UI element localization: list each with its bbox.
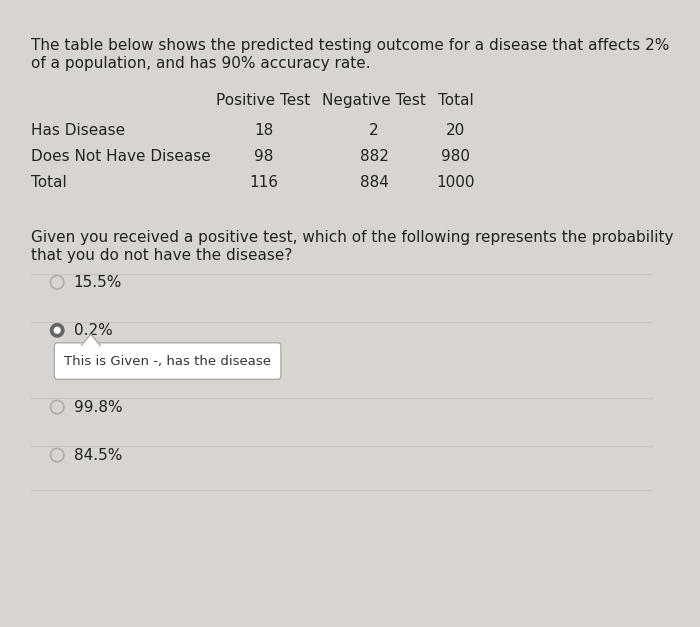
Polygon shape [81, 334, 100, 345]
Text: 18: 18 [254, 123, 273, 138]
FancyBboxPatch shape [55, 343, 281, 379]
Text: Total: Total [438, 93, 473, 108]
Text: Negative Test: Negative Test [322, 93, 426, 108]
Polygon shape [82, 345, 99, 347]
Text: 98: 98 [254, 149, 273, 164]
Text: Does Not Have Disease: Does Not Have Disease [32, 149, 211, 164]
Text: that you do not have the disease?: that you do not have the disease? [32, 248, 293, 263]
Text: 0.2%: 0.2% [74, 323, 112, 338]
Text: 15.5%: 15.5% [74, 275, 122, 290]
Circle shape [55, 327, 60, 333]
Text: 980: 980 [441, 149, 470, 164]
Text: The table below shows the predicted testing outcome for a disease that affects 2: The table below shows the predicted test… [32, 38, 670, 53]
Text: 884: 884 [360, 175, 389, 190]
Text: 116: 116 [249, 175, 278, 190]
Text: This is Given -, has the disease: This is Given -, has the disease [64, 354, 271, 367]
Text: Positive Test: Positive Test [216, 93, 311, 108]
Text: 1000: 1000 [436, 175, 475, 190]
Text: 99.8%: 99.8% [74, 399, 122, 414]
Text: Given you received a positive test, which of the following represents the probab: Given you received a positive test, whic… [32, 231, 674, 245]
Text: of a population, and has 90% accuracy rate.: of a population, and has 90% accuracy ra… [32, 56, 371, 71]
Text: 882: 882 [360, 149, 389, 164]
Text: 84.5%: 84.5% [74, 448, 122, 463]
Text: 20: 20 [446, 123, 466, 138]
Text: Total: Total [32, 175, 67, 190]
Text: 2: 2 [369, 123, 379, 138]
Circle shape [50, 324, 64, 337]
Text: Has Disease: Has Disease [32, 123, 125, 138]
